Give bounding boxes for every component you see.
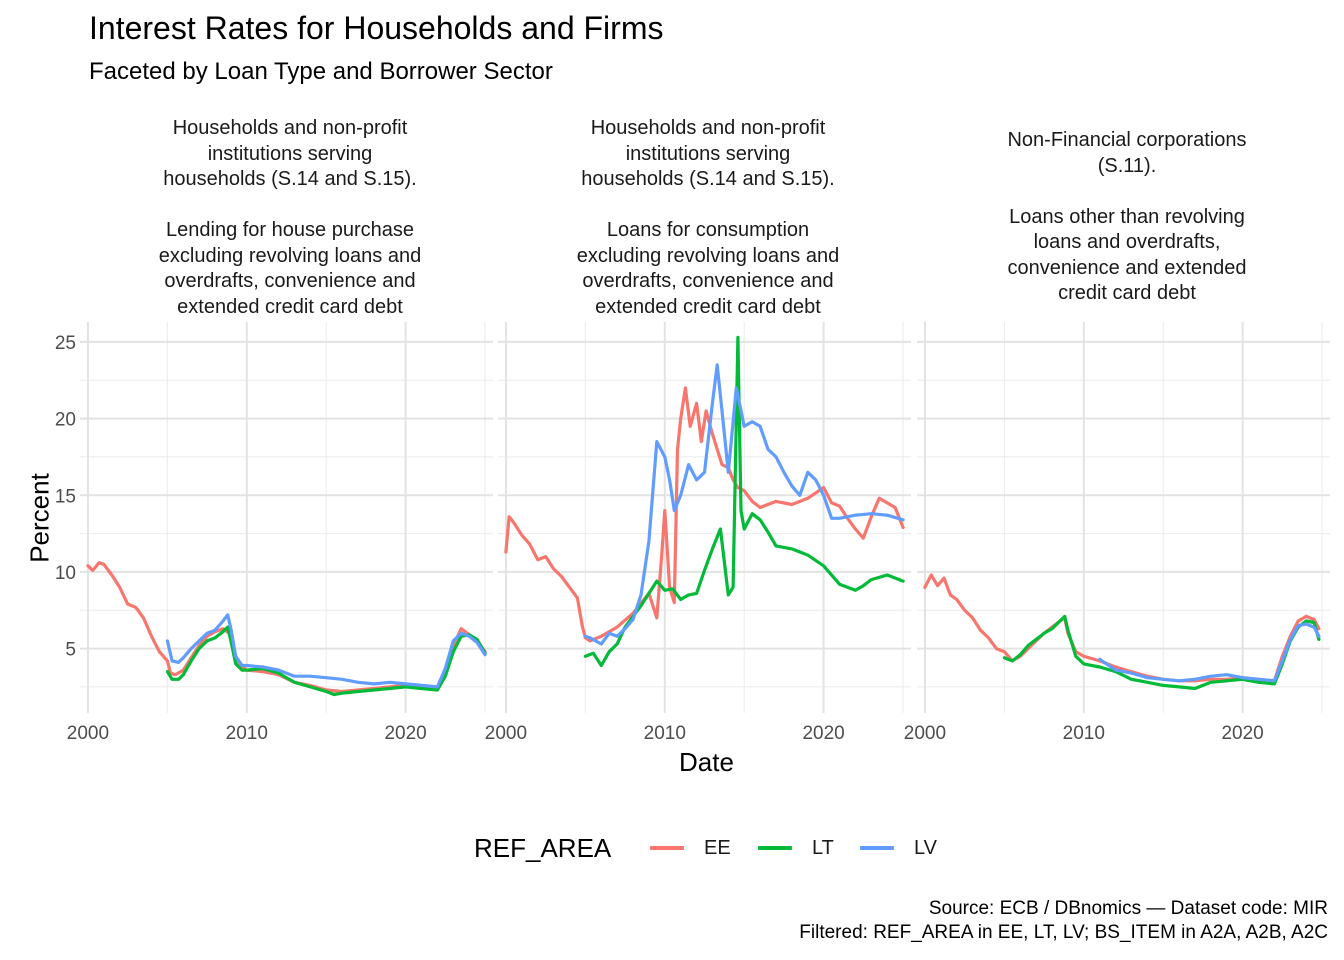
strip-line: Lending for house purchase bbox=[166, 219, 414, 241]
series-line-lv bbox=[165, 613, 487, 689]
legend-item-ee: EE bbox=[650, 828, 731, 868]
legend-label: LT bbox=[812, 836, 834, 859]
x-tick-label: 2010 bbox=[644, 723, 686, 744]
strip-line: Loans for consumption bbox=[606, 219, 810, 241]
facet-strip-1: Households and non-profit institutions s… bbox=[100, 116, 480, 320]
x-tick-label: 2000 bbox=[485, 723, 527, 744]
strip-line: institutions serving bbox=[625, 142, 791, 165]
x-tick-label: 2000 bbox=[67, 723, 109, 744]
strip-line: overdrafts, convenience and bbox=[164, 270, 416, 292]
legend-label: EE bbox=[704, 836, 731, 859]
strip-line: overdrafts, convenience and bbox=[582, 270, 834, 292]
x-tick-label: 2010 bbox=[1063, 723, 1105, 744]
x-tick-label: 2020 bbox=[802, 723, 844, 744]
caption-filter: Filtered: REF_AREA in EE, LT, LV; BS_ITE… bbox=[799, 922, 1328, 943]
x-tick-label: 2010 bbox=[226, 723, 268, 744]
legend-key-ee bbox=[650, 846, 684, 850]
strip-line: Non-Financial corporations bbox=[1007, 129, 1247, 151]
legend-key-lv bbox=[860, 846, 894, 850]
legend-item-lv: LV bbox=[860, 828, 937, 868]
y-tick-label: 20 bbox=[55, 410, 76, 431]
y-tick-label: 15 bbox=[55, 486, 76, 507]
series-line-lv bbox=[583, 363, 905, 646]
strip-line: households (S.14 and S.15). bbox=[163, 168, 417, 190]
strip-line: (S.11). bbox=[1097, 154, 1157, 177]
strip-line: Loans other than revolving bbox=[1009, 205, 1245, 228]
y-tick-label: 10 bbox=[55, 563, 76, 584]
y-tick-label: 25 bbox=[55, 333, 76, 354]
strip-line: extended credit card debt bbox=[177, 295, 403, 318]
strip-line: institutions serving bbox=[207, 142, 373, 165]
strip-line: Households and non-profit bbox=[590, 117, 826, 139]
x-axis-label: Date bbox=[679, 747, 734, 777]
x-tick-label: 2000 bbox=[904, 723, 946, 744]
strip-line: excluding revolving loans and bbox=[576, 244, 840, 267]
legend-title: REF_AREA bbox=[474, 832, 612, 863]
legend-label: LV bbox=[914, 836, 937, 859]
series-line-lv bbox=[1098, 622, 1321, 683]
series-line-lt bbox=[165, 625, 487, 697]
series-line-ee bbox=[504, 386, 905, 643]
x-tick-label: 2020 bbox=[1221, 723, 1263, 744]
x-tick-label: 2020 bbox=[384, 723, 426, 744]
series-line-ee bbox=[923, 573, 1321, 683]
facet-strip-3: Non-Financial corporations (S.11). Loans… bbox=[937, 128, 1317, 307]
y-axis-label: Percent bbox=[24, 473, 55, 563]
strip-line: credit card debt bbox=[1058, 282, 1196, 304]
y-tick-label: 5 bbox=[65, 640, 76, 661]
strip-line: Households and non-profit bbox=[172, 117, 408, 139]
chart-subtitle: Faceted by Loan Type and Borrower Sector bbox=[89, 58, 553, 85]
series-line-lt bbox=[583, 335, 905, 668]
chart-title: Interest Rates for Households and Firms bbox=[89, 10, 664, 46]
strip-line: extended credit card debt bbox=[595, 295, 821, 318]
strip-line: excluding revolving loans and bbox=[158, 244, 422, 267]
legend-item-lt: LT bbox=[758, 828, 834, 868]
strip-line: households (S.14 and S.15). bbox=[581, 168, 835, 190]
legend-key-lt bbox=[758, 846, 792, 850]
facet-strip-2: Households and non-profit institutions s… bbox=[518, 116, 898, 320]
caption-source: Source: ECB / DBnomics — Dataset code: M… bbox=[928, 898, 1328, 919]
strip-line: convenience and extended bbox=[1007, 256, 1247, 279]
strip-line: loans and overdrafts, bbox=[1033, 231, 1221, 253]
